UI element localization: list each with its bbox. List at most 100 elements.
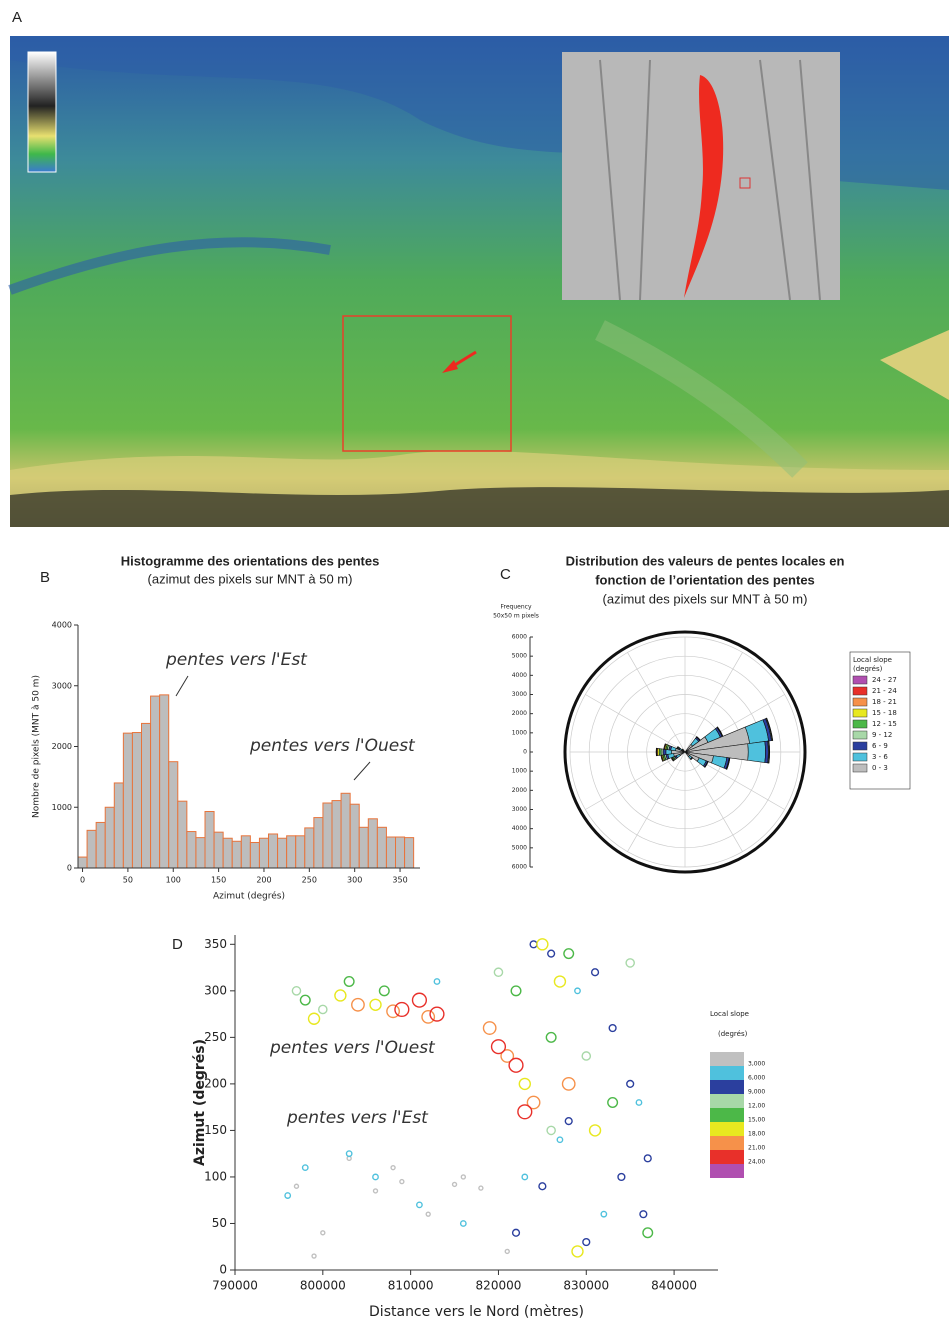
point: [642, 1227, 654, 1239]
rose-sector: [766, 717, 774, 741]
x-tick-label: 800000: [300, 1279, 346, 1293]
r-tick-label: 5000: [512, 653, 527, 660]
point: [390, 1164, 396, 1171]
bar: [86, 829, 97, 869]
annotation-line: [175, 675, 371, 781]
point: [626, 1079, 635, 1088]
r-tick-label: 1000: [512, 729, 527, 736]
legend-label: 18,00: [748, 1131, 765, 1138]
x-tick-label: 50: [123, 876, 133, 885]
bar: [168, 761, 179, 869]
point: [411, 992, 428, 1008]
point: [617, 1172, 626, 1182]
bar: [77, 856, 88, 869]
y-axis-label: Nombre de pixels (MNT à 50 m): [32, 675, 42, 818]
r-tick-label: 3000: [512, 806, 527, 813]
point: [334, 989, 347, 1002]
chart-title: (azimut des pixels sur MNT à 50 m): [603, 591, 808, 606]
point: [291, 986, 302, 996]
bar: [150, 695, 161, 869]
point: [625, 958, 635, 968]
bar: [213, 831, 224, 869]
bar: [159, 694, 170, 869]
bar: [286, 835, 297, 869]
y-tick-label: 300: [204, 983, 227, 997]
legend-label: 12 - 15: [872, 720, 897, 728]
legend-label: 24 - 27: [872, 676, 897, 684]
bar: [122, 732, 133, 869]
legend-swatch: [710, 1066, 744, 1080]
y-tick-label: 100: [204, 1169, 227, 1183]
relief-map: [8, 36, 949, 527]
point: [378, 985, 390, 997]
grid-circle: [588, 655, 782, 849]
x-axis-label: Azimut (degrés): [213, 891, 285, 902]
r-tick-label: 2000: [512, 787, 527, 794]
point: [553, 975, 567, 988]
x-tick-label: 0: [80, 876, 85, 885]
point: [508, 1057, 524, 1073]
bar: [340, 792, 351, 869]
bar: [295, 835, 306, 869]
r-tick-label: 0: [523, 749, 527, 756]
point: [510, 985, 522, 997]
legend-label: 24,00: [748, 1159, 765, 1166]
legend-swatch: [710, 1136, 744, 1150]
point: [284, 1192, 292, 1199]
x-tick-label: 840000: [651, 1279, 697, 1293]
point: [369, 998, 382, 1011]
point: [399, 1178, 405, 1185]
legend-label: 9,000: [748, 1089, 765, 1096]
bar: [95, 821, 106, 869]
point: [504, 1248, 510, 1255]
legend-label: 3 - 6: [872, 753, 888, 761]
point: [590, 968, 600, 977]
point: [511, 1228, 521, 1237]
rose-sector: [768, 740, 771, 764]
x-tick-label: 790000: [212, 1279, 258, 1293]
legend-title: Local slope: [710, 1010, 749, 1018]
point: [345, 1150, 353, 1158]
panel-label: D: [172, 936, 183, 953]
point: [546, 1125, 556, 1136]
bar: [376, 826, 387, 869]
panel-label: B: [40, 569, 50, 586]
y-tick-label: 3000: [52, 681, 72, 690]
x-tick-label: 820000: [476, 1279, 522, 1293]
y-tick-label: 250: [204, 1030, 227, 1044]
legend-swatch: [710, 1164, 744, 1178]
point: [386, 1004, 400, 1019]
bar: [277, 837, 288, 869]
rose-sector: [704, 761, 709, 768]
point: [433, 978, 441, 985]
x-axis-label: Distance vers le Nord (mètres): [369, 1304, 584, 1320]
rose-sector: [690, 757, 694, 761]
legend-label: 15 - 18: [872, 709, 897, 717]
point: [639, 1210, 648, 1219]
legend-swatch: [710, 1122, 744, 1136]
legend-swatch: [852, 708, 868, 718]
bar: [177, 800, 188, 869]
point: [588, 1124, 602, 1137]
point: [372, 1173, 379, 1181]
legend-label: 6,000: [748, 1075, 765, 1082]
bar: [249, 841, 260, 869]
point: [518, 1077, 531, 1091]
bar: [240, 835, 251, 869]
legend-swatch: [852, 697, 868, 707]
bar: [385, 836, 397, 869]
r-tick-label: 4000: [512, 672, 527, 679]
x-tick-label: 350: [392, 876, 407, 885]
legend-label: 21,00: [748, 1145, 765, 1152]
point: [545, 1031, 557, 1043]
point: [635, 1099, 643, 1106]
point: [320, 1230, 326, 1236]
y-tick-label: 2000: [52, 742, 72, 751]
point: [607, 1096, 619, 1108]
point: [311, 1253, 317, 1259]
bar: [222, 837, 233, 869]
r-tick-label: 5000: [512, 844, 527, 851]
rose-sector: [662, 748, 667, 756]
point: [459, 1220, 467, 1227]
